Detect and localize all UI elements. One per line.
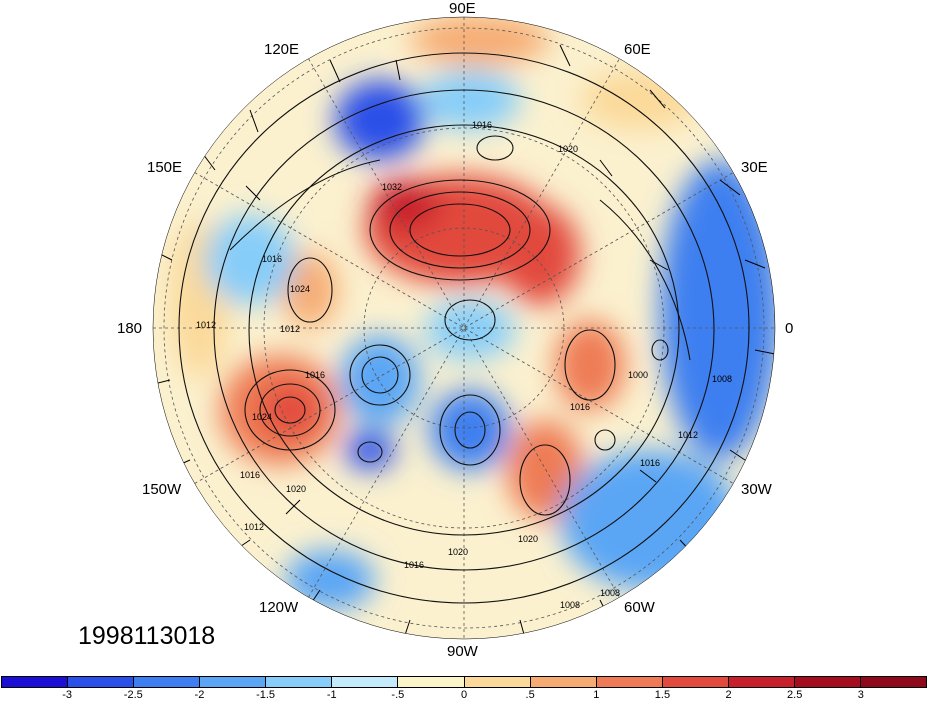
contour-label: 1000	[628, 370, 648, 380]
lon-label-150e: 150E	[147, 159, 183, 176]
colorbar-cell	[2, 677, 69, 687]
lon-label-0: 0	[785, 320, 794, 337]
colorbar-cell	[464, 677, 531, 687]
colorbar-cell	[861, 677, 927, 687]
contour-label: 1032	[382, 182, 402, 192]
colorbar-tick-label: -1.5	[256, 689, 276, 701]
contour-label: 1020	[448, 547, 468, 557]
colorbar-tick-label: -1	[326, 689, 337, 701]
colorbar-cell	[134, 677, 201, 687]
colorbar-cell	[398, 677, 465, 687]
colorbar-tick-label: -3	[62, 689, 73, 701]
lon-label-30e: 30E	[741, 159, 768, 176]
colorbar-cell	[200, 677, 267, 687]
lon-label-150w: 150W	[142, 481, 182, 498]
contour-label: 1016	[404, 560, 424, 570]
colorbar-tick-label: 3	[857, 689, 864, 701]
colorbar-tick-label: -2.5	[123, 689, 143, 701]
contour-label: 1012	[244, 522, 264, 532]
lon-label-180: 180	[117, 320, 143, 337]
colorbar-cell	[266, 677, 333, 687]
anomaly-field: 1016 1020 1032 1016 1024 1012 1012 1016 …	[153, 17, 775, 639]
colorbar-cell	[662, 677, 729, 687]
contour-label: 1020	[518, 534, 538, 544]
colorbar-tick-label: 1	[593, 689, 600, 701]
colorbar-cell	[332, 677, 399, 687]
colorbar-cell	[596, 677, 663, 687]
contour-label: 1012	[280, 324, 300, 334]
lon-label-60w: 60W	[624, 599, 655, 616]
colorbar	[1, 676, 927, 688]
contour-label: 1016	[240, 470, 260, 480]
colorbar-cell	[530, 677, 597, 687]
contour-label: 1012	[678, 430, 698, 440]
lon-label-120e: 120E	[264, 41, 300, 58]
lon-label-60e: 60E	[624, 41, 651, 58]
contour-label: 1008	[712, 374, 732, 384]
contour-label: 1020	[558, 144, 578, 154]
colorbar-tick-label: -.5	[391, 689, 405, 701]
contour-label: 1012	[196, 320, 216, 330]
lon-label-120w: 120W	[259, 599, 299, 616]
contour-label: 1020	[286, 484, 306, 494]
timestamp-label: 1998113018	[78, 622, 216, 650]
colorbar-cell	[728, 677, 795, 687]
colorbar-tick-label: 0	[460, 689, 468, 701]
colorbar-tick-label: 2.5	[787, 689, 803, 701]
lon-label-90e: 90E	[449, 0, 476, 17]
contour-label: 1016	[570, 402, 590, 412]
contour-label: 1024	[290, 284, 310, 294]
lon-label-90w: 90W	[447, 643, 478, 660]
contour-label: 1016	[472, 120, 492, 130]
colorbar-tick-label: -2	[194, 689, 205, 701]
contour-label: 1016	[262, 254, 282, 264]
contour-label: 1024	[252, 412, 272, 422]
colorbar-tick-label: 2	[725, 689, 732, 701]
contour-label: 1008	[560, 600, 580, 610]
contour-labels: 1016 1020 1032 1016 1024 1012 1012 1016 …	[196, 120, 732, 610]
contour-label: 1016	[305, 370, 325, 380]
contour-label: 1016	[640, 458, 660, 468]
colorbar-tick-label: .5	[525, 689, 535, 701]
colorbar-cell	[68, 677, 135, 687]
lon-label-30w: 30W	[741, 481, 772, 498]
colorbar-cell	[794, 677, 862, 687]
colorbar-tick-label: 1.5	[654, 689, 671, 701]
contour-label: 1008	[600, 588, 620, 598]
